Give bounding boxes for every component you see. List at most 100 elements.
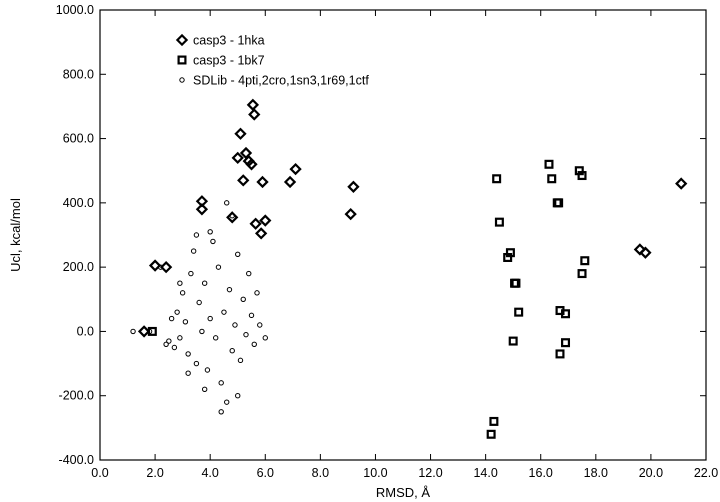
data-point-diamond <box>254 227 268 240</box>
legend-label: SDLib - 4pti,2cro,1sn3,1r69,1ctf <box>193 74 369 88</box>
data-point-diamond <box>248 108 261 121</box>
data-point-square <box>577 269 587 279</box>
data-point-circle <box>232 322 238 328</box>
data-point-circle <box>212 335 219 341</box>
data-point-circle <box>226 286 233 293</box>
x-tick-label: 10.0 <box>363 466 387 480</box>
data-point-circle <box>179 290 186 296</box>
data-point-circle <box>163 341 169 347</box>
data-point-circle <box>207 229 213 235</box>
data-point-circle <box>188 270 194 277</box>
data-point-circle <box>229 348 235 354</box>
data-point-circle <box>262 335 268 341</box>
data-point-square <box>489 416 499 426</box>
data-point-circle <box>243 331 249 338</box>
data-point-square <box>505 248 515 258</box>
data-point-circle <box>237 357 244 364</box>
x-tick-label: 16.0 <box>529 466 553 480</box>
y-axis-label: Ucl, kcal/mol <box>8 198 23 272</box>
data-point-diamond <box>195 203 209 216</box>
legend-label: casp3 - 1bk7 <box>193 54 265 68</box>
legend-label: casp3 - 1hka <box>193 34 265 48</box>
data-point-circle <box>257 322 263 328</box>
data-point-square <box>577 171 587 181</box>
y-tick-label: 0.0 <box>77 324 94 338</box>
data-point-diamond <box>245 158 258 171</box>
x-tick-label: 20.0 <box>639 466 663 480</box>
data-point-circle <box>210 238 216 245</box>
data-point-diamond <box>283 175 297 189</box>
x-tick-label: 22.0 <box>694 466 718 480</box>
data-point-circle <box>185 351 191 357</box>
data-point-circle <box>182 319 189 325</box>
data-points <box>130 98 688 439</box>
data-point-circle <box>199 328 205 335</box>
data-point-circle <box>246 270 252 277</box>
x-tick-label: 14.0 <box>473 466 497 480</box>
data-point-circle <box>240 296 246 302</box>
data-point-square <box>561 338 571 348</box>
x-tick-label: 2.0 <box>146 466 163 480</box>
data-point-square <box>492 174 502 184</box>
data-point-circle <box>235 251 241 257</box>
data-point-diamond <box>639 246 652 259</box>
legend-marker-square <box>177 55 187 65</box>
data-point-square <box>554 198 564 208</box>
data-point-circle <box>166 338 172 344</box>
x-tick-label: 0.0 <box>91 466 108 480</box>
data-point-square <box>514 307 524 317</box>
data-point-circle <box>177 280 183 286</box>
data-point-diamond <box>249 217 262 230</box>
x-tick-label: 12.0 <box>418 466 442 480</box>
x-tick-label: 4.0 <box>201 466 218 480</box>
data-point-circle <box>254 290 260 296</box>
data-point-circle <box>174 309 180 315</box>
data-point-diamond <box>344 207 357 221</box>
data-point-diamond <box>259 214 272 227</box>
data-point-diamond <box>256 175 269 189</box>
data-point-circle <box>168 315 175 322</box>
data-point-circle <box>215 264 222 270</box>
data-point-diamond <box>226 211 239 224</box>
x-tick-label: 18.0 <box>584 466 608 480</box>
data-point-diamond <box>237 174 250 187</box>
y-tick-label: 400.0 <box>63 196 94 210</box>
data-point-square <box>511 278 521 288</box>
data-point-circle <box>224 200 230 206</box>
data-point-circle <box>190 248 197 254</box>
data-point-diamond <box>675 177 688 190</box>
data-point-circle <box>204 367 211 373</box>
y-tick-label: 600.0 <box>63 132 94 146</box>
data-point-square <box>544 159 554 169</box>
y-tick-label: 200.0 <box>63 260 94 274</box>
data-point-diamond <box>246 98 260 111</box>
data-point-diamond <box>234 127 247 140</box>
data-point-diamond <box>159 260 173 274</box>
data-point-circle <box>201 386 208 392</box>
data-point-circle <box>224 399 230 405</box>
x-tick-label: 6.0 <box>257 466 274 480</box>
data-point-circle <box>251 341 257 347</box>
data-point-square <box>147 326 157 336</box>
y-axis: -400.0 -200.0 0.0 200.0 400.0 600.0 800.0 1000.… <box>56 3 706 467</box>
legend-marker-diamond <box>175 33 189 47</box>
data-point-circle <box>221 309 227 315</box>
data-point-circle <box>196 299 202 306</box>
x-tick-label: 8.0 <box>312 466 329 480</box>
data-point-circle <box>157 264 164 270</box>
y-tick-label: -200.0 <box>59 389 94 403</box>
data-point-circle <box>207 315 213 322</box>
y-tick-label: 800.0 <box>63 67 94 81</box>
data-point-circle <box>218 409 224 415</box>
data-point-diamond <box>347 180 360 193</box>
data-point-square <box>494 217 504 227</box>
data-point-square <box>547 174 557 184</box>
data-point-circle <box>201 280 208 286</box>
data-point-diamond <box>239 146 253 160</box>
y-tick-label: 1000.0 <box>56 3 94 17</box>
data-point-diamond <box>148 259 162 272</box>
data-point-diamond <box>231 151 244 165</box>
data-point-circle <box>146 328 153 335</box>
data-point-diamond <box>195 195 209 208</box>
